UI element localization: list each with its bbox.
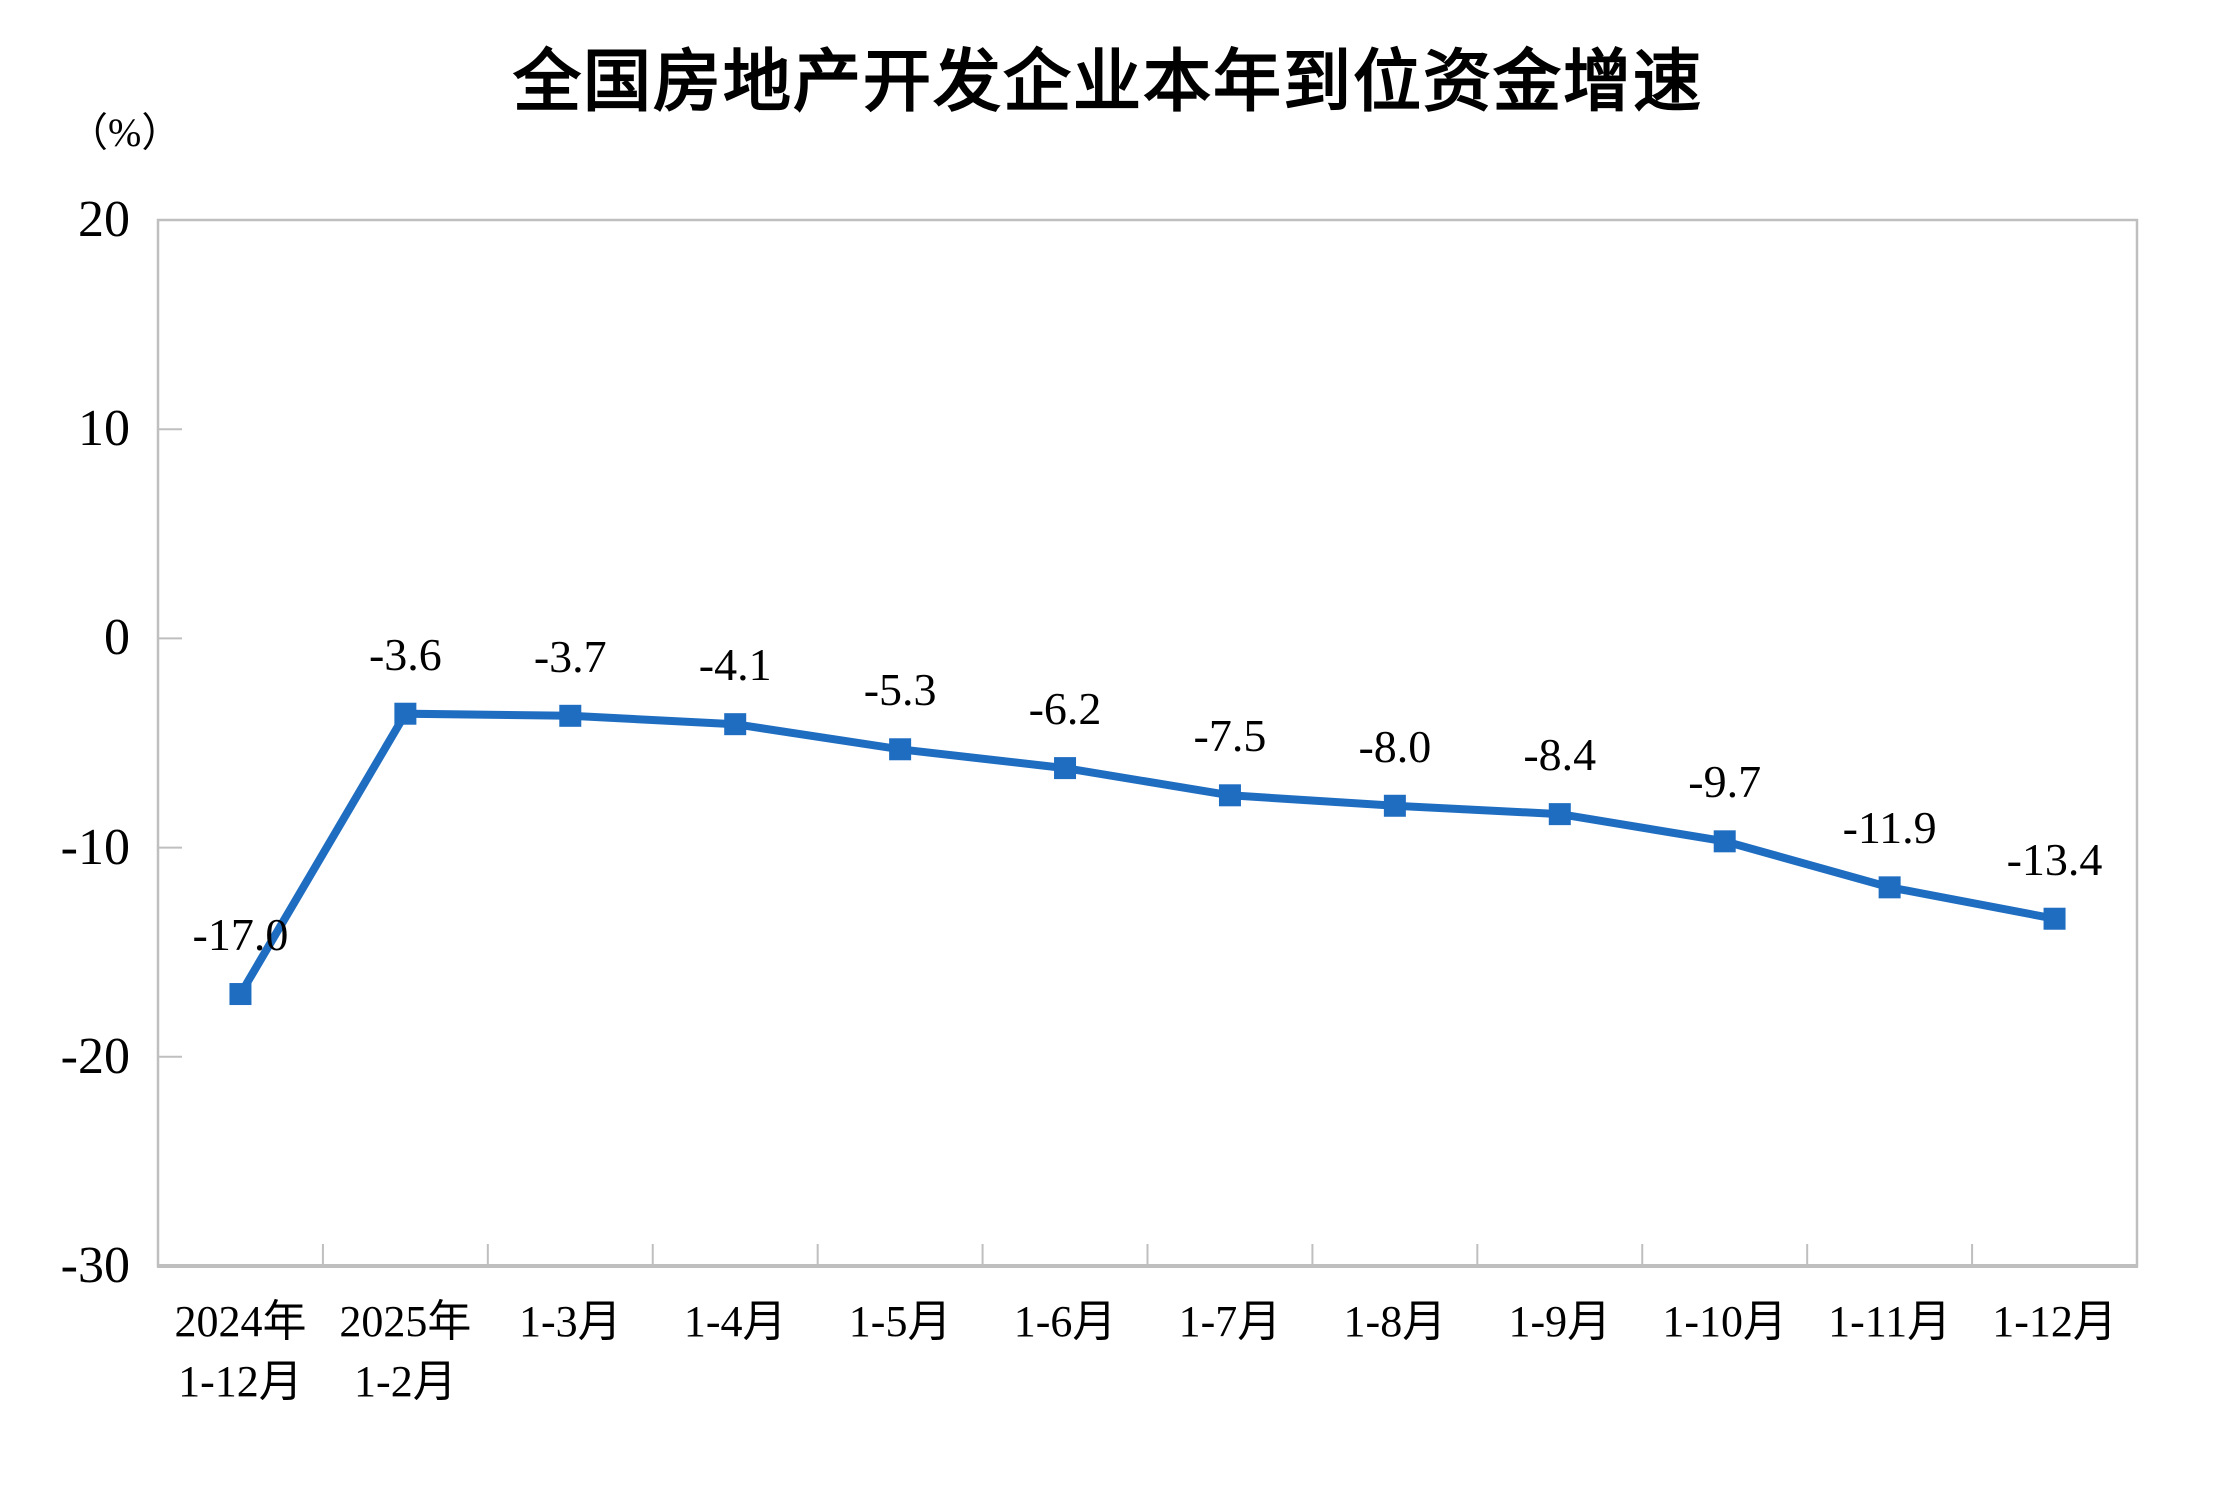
data-point-marker [1548,803,1571,826]
data-point-marker [1878,876,1901,899]
data-point-label: -11.9 [1842,802,1937,854]
data-point-marker [559,704,582,727]
data-point-label: -13.4 [2006,833,2103,885]
plot-border [156,218,2139,1268]
x-tick-label: 2024年 1-12月 [174,1297,307,1406]
y-tick-label: -30 [60,1237,130,1294]
data-point-marker [1383,794,1406,817]
data-point-marker [1713,830,1736,853]
data-point-label: -7.5 [1193,710,1267,762]
x-tick-label: 1-9月 [1508,1297,1612,1346]
data-point-marker [1218,784,1241,807]
data-point-label: -6.2 [1028,683,1102,735]
x-tick-label: 1-6月 [1013,1297,1117,1346]
data-point-marker [724,713,747,736]
chart-title: 全国房地产开发企业本年到位资金增速 [512,44,1703,120]
x-tick-label: 1-11月 [1828,1297,1952,1346]
y-tick-label: -20 [60,1027,130,1085]
data-point-label: -8.4 [1523,729,1597,781]
x-tick-label: 1-5月 [848,1297,952,1346]
y-tick-label: 10 [78,400,130,458]
data-point-label: -3.7 [533,630,607,682]
x-tick-label: 1-8月 [1343,1297,1447,1346]
data-point-label: -3.6 [368,628,442,680]
y-tick-label: 0 [104,609,130,667]
x-tick-label: 1-7月 [1178,1297,1282,1346]
x-tick-label: 2025年 1-2月 [339,1297,472,1406]
x-tick-label: 1-10月 [1662,1297,1788,1346]
data-point-marker [1054,757,1077,780]
y-axis-unit-label: （%） [68,110,182,155]
y-tick-label: -10 [60,818,130,876]
data-point-label: -4.1 [698,639,772,691]
data-point-label: -5.3 [863,664,937,716]
data-point-marker [2043,907,2066,930]
y-tick-label: 20 [78,191,130,248]
data-point-label: -9.7 [1688,756,1762,808]
series-line [237,709,2056,997]
data-point-label: -17.0 [192,909,289,961]
data-point-marker [889,738,912,761]
x-tick-label: 1-12月 [1992,1297,2117,1346]
x-tick-label: 1-3月 [518,1297,622,1346]
x-tick-label: 1-4月 [683,1297,787,1346]
data-point-marker [229,983,252,1006]
data-point-marker [394,702,417,725]
data-point-label: -8.0 [1358,720,1432,772]
